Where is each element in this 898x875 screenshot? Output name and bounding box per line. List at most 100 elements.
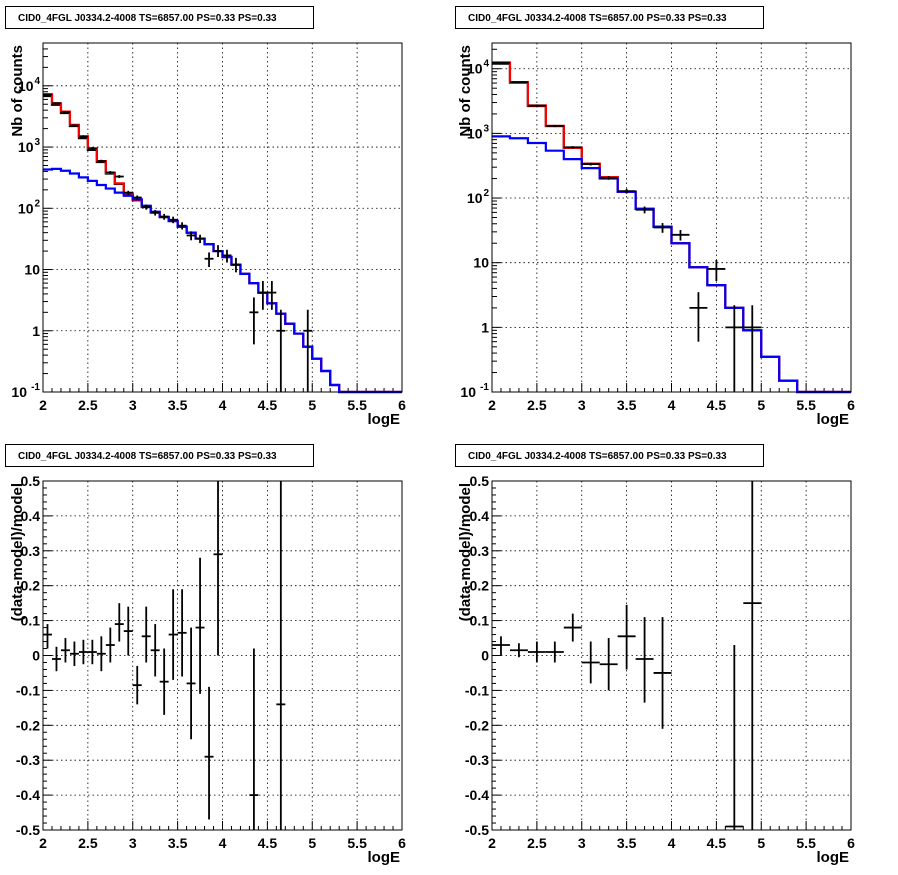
y-tick-label: 0 <box>481 648 489 664</box>
data-point <box>303 309 313 392</box>
x-tick-label: 3.5 <box>617 397 637 413</box>
y-tick-label: 10 <box>18 139 34 155</box>
y-tick-label: 0.3 <box>470 543 490 559</box>
data-point <box>653 617 672 729</box>
data-point <box>87 147 97 150</box>
x-tick-label: 4.5 <box>707 397 727 413</box>
data-point <box>707 260 726 282</box>
data-point <box>635 206 654 214</box>
x-tick-label: 3.5 <box>168 397 188 413</box>
y-tick-label: -0.1 <box>465 682 489 698</box>
data-point <box>743 481 762 830</box>
series-line-3 <box>43 167 402 394</box>
x-tick-label: 3 <box>578 835 586 851</box>
y-tick-label: 1 <box>481 319 489 335</box>
y-tick-label: 1 <box>32 323 40 339</box>
data-point <box>105 627 115 663</box>
data-point <box>231 257 241 273</box>
x-tick-label: 3 <box>129 397 137 413</box>
data-point <box>159 213 169 220</box>
y-tick-label: -0.3 <box>465 752 489 768</box>
data-point <box>204 252 214 267</box>
x-tick-label: 4.5 <box>258 835 278 851</box>
data-point <box>177 589 187 677</box>
y-tick-exponent: 2 <box>34 198 40 209</box>
data-point <box>581 162 600 166</box>
x-tick-label: 4 <box>219 397 227 413</box>
y-tick-label: 10 <box>473 255 489 271</box>
y-tick-label: 0.5 <box>470 473 490 489</box>
data-point <box>653 223 672 233</box>
y-tick-label: -0.4 <box>465 787 489 803</box>
x-tick-label: 4 <box>668 835 676 851</box>
x-tick-label: 4.5 <box>258 397 278 413</box>
y-axis-label: (data-model)/model <box>9 483 26 621</box>
chart-title-box <box>5 6 314 29</box>
data-point <box>168 589 178 680</box>
y-tick-label: 0.2 <box>21 578 41 594</box>
data-point <box>743 305 762 392</box>
data-point <box>177 222 187 230</box>
chart-title: CID0_4FGL J0334.2-4008 TS=6857.00 PS=0.3… <box>468 13 727 24</box>
y-tick-label: 10 <box>24 262 40 278</box>
x-tick-label: 5.5 <box>347 835 367 851</box>
y-tick-label: 10 <box>467 125 483 141</box>
x-tick-label: 4 <box>668 397 676 413</box>
x-tick-label: 4 <box>219 835 227 851</box>
y-tick-label: 0.4 <box>470 508 490 524</box>
data-point <box>114 603 124 642</box>
data-point <box>213 245 223 258</box>
data-point <box>69 124 79 127</box>
data-point <box>105 171 115 174</box>
panel-bottom-left: 2 2.5 3 3.5 4 4.5 5 5.5 6 -0.5 -0.4 -0.3 -0.2 -0.1 0 0.… <box>5 444 406 866</box>
x-axis-label: logE <box>817 849 850 866</box>
data-point <box>725 645 744 830</box>
x-tick-label: 2.5 <box>527 835 547 851</box>
chart-title: CID0_4FGL J0334.2-4008 TS=6857.00 PS=0.3… <box>18 451 277 462</box>
x-tick-label: 3 <box>578 397 586 413</box>
data-point <box>78 639 88 665</box>
y-tick-label: 0.2 <box>470 578 490 594</box>
y-tick-label: -0.5 <box>16 822 40 838</box>
y-tick-label: -0.2 <box>16 717 40 733</box>
x-tick-label: 3.5 <box>617 835 637 851</box>
y-tick-label: 0.5 <box>21 473 41 489</box>
y-tick-exponent: 3 <box>483 123 489 134</box>
data-point <box>509 81 528 84</box>
data-point <box>581 641 600 684</box>
data-point <box>492 61 510 64</box>
x-tick-label: 2 <box>39 397 47 413</box>
y-tick-label: 0.1 <box>470 613 490 629</box>
data-point <box>141 204 151 210</box>
data-point <box>276 309 286 392</box>
data-point <box>114 175 124 179</box>
data-point <box>132 195 142 200</box>
y-tick-exponent: -1 <box>31 382 40 393</box>
x-tick-label: 5 <box>757 397 765 413</box>
y-tick-label: -0.2 <box>465 717 489 733</box>
data-point <box>258 280 268 310</box>
chart-title-box <box>455 444 764 467</box>
data-point <box>87 639 97 665</box>
x-tick-label: 5 <box>308 835 316 851</box>
plot-frame <box>491 42 852 393</box>
data-point <box>141 606 151 663</box>
y-tick-exponent: 4 <box>483 59 489 70</box>
y-tick-label: 10 <box>18 200 34 216</box>
data-point <box>527 641 546 663</box>
data-point <box>51 102 61 105</box>
data-point <box>96 159 106 163</box>
y-tick-label: 10 <box>467 61 483 77</box>
data-point <box>132 665 142 705</box>
data-point <box>267 280 277 310</box>
data-point <box>96 636 106 672</box>
plot-frame <box>42 42 403 393</box>
data-point <box>78 135 88 138</box>
y-tick-label: 0.4 <box>21 508 41 524</box>
data-point <box>527 104 546 107</box>
chart-title-box <box>455 6 764 29</box>
data-point <box>43 624 52 649</box>
y-tick-label: -0.4 <box>16 787 40 803</box>
data-point <box>195 557 205 694</box>
